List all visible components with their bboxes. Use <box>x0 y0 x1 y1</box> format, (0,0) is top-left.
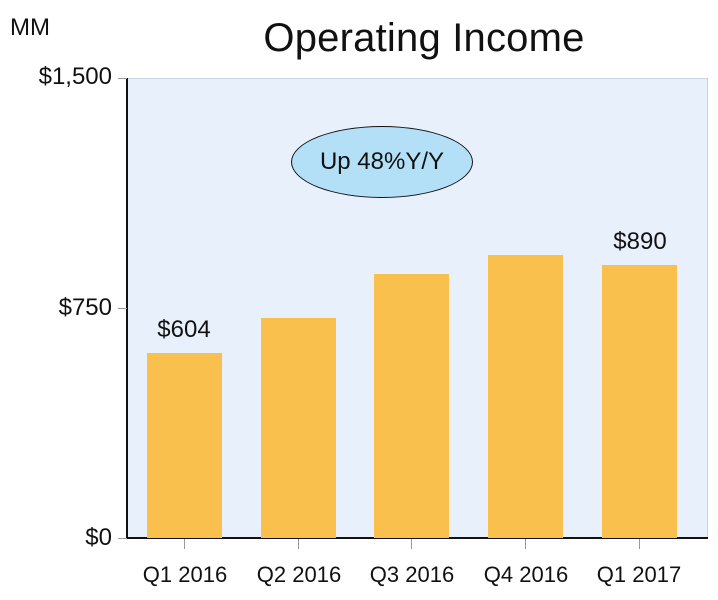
x-tick-label: Q4 2016 <box>483 562 569 587</box>
bar-q2-2016 <box>261 318 336 538</box>
x-tick <box>184 539 185 549</box>
x-tick <box>411 539 412 549</box>
data-label-q1-2016: $604 <box>157 316 211 343</box>
x-tick-label: Q1 2017 <box>596 562 682 587</box>
chart-title: Operating Income <box>263 16 585 60</box>
y-tick <box>118 538 127 539</box>
bar-q4-2016 <box>488 255 563 538</box>
unit-label: MM <box>10 14 50 41</box>
y-tick-label: $1,500 <box>38 63 112 90</box>
y-tick <box>118 78 127 79</box>
growth-annotation-badge: Up 48%Y/Y <box>291 126 473 198</box>
x-tick <box>298 539 299 549</box>
bar-q1-2016 <box>147 353 222 538</box>
x-axis-line <box>127 537 708 539</box>
y-axis-line <box>126 78 128 539</box>
data-label-q1-2017: $890 <box>613 228 667 255</box>
x-tick-label: Q3 2016 <box>369 562 455 587</box>
y-tick-label: $750 <box>58 294 112 321</box>
bar-q3-2016 <box>374 274 449 538</box>
y-tick <box>118 308 127 309</box>
growth-annotation-text: Up 48%Y/Y <box>319 148 445 175</box>
x-tick-label: Q2 2016 <box>256 562 342 587</box>
y-tick-label: $0 <box>85 524 112 551</box>
bar-q1-2017 <box>602 265 677 538</box>
x-tick <box>639 539 640 549</box>
x-tick-label: Q1 2016 <box>142 562 228 587</box>
x-tick <box>525 539 526 549</box>
